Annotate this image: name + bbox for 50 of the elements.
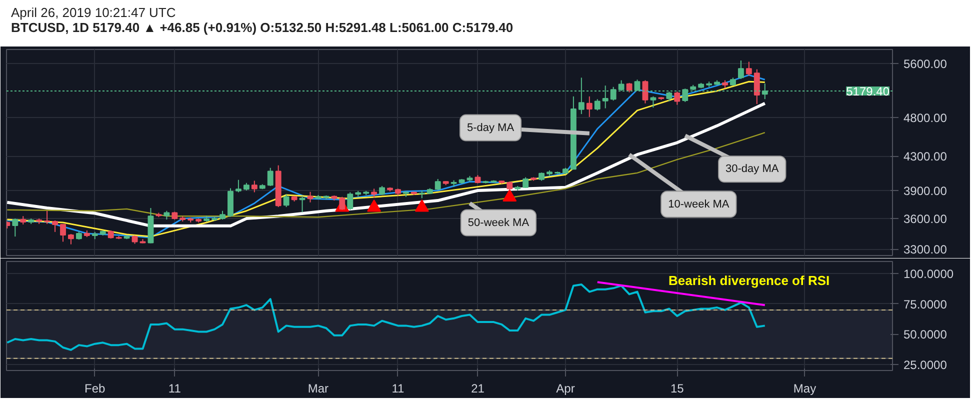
x-tick-label: 11 bbox=[392, 382, 405, 396]
chart-subtitle: BTCUSD, 1D 5179.40 ▲ +46.85 (+0.91%) O:5132.50 H:5291.48 L:5061.00 C:5179.40 bbox=[11, 20, 514, 35]
candlestick bbox=[267, 167, 274, 187]
candlestick bbox=[52, 220, 58, 232]
annotation: 30-day MA bbox=[726, 163, 780, 176]
candlestick bbox=[746, 61, 752, 76]
candlestick bbox=[44, 210, 50, 224]
annotation: 10-week MA bbox=[668, 198, 730, 210]
y-tick-label: 100.0000 bbox=[904, 267, 954, 282]
y-tick-label: 75.0000 bbox=[904, 297, 948, 312]
y-tick-label: 50.0000 bbox=[904, 328, 948, 342]
candlestick bbox=[235, 179, 242, 193]
annotation: 5-day MA bbox=[466, 122, 515, 134]
candlestick bbox=[522, 176, 529, 188]
candlestick bbox=[68, 233, 74, 245]
chart-title: April 26, 2019 10:21:47 UTC bbox=[11, 5, 177, 20]
candlestick bbox=[283, 194, 290, 208]
candlestick bbox=[299, 195, 306, 213]
y-tick-label: 4800.00 bbox=[904, 111, 948, 126]
candlestick bbox=[251, 180, 258, 193]
ref-line-label: 5179.40 bbox=[846, 84, 890, 98]
x-tick-label: 11 bbox=[168, 382, 182, 396]
candlestick bbox=[434, 178, 441, 191]
y-tick-label: 3900.00 bbox=[904, 184, 948, 198]
y-tick-label: 25.0000 bbox=[904, 358, 948, 372]
candlestick bbox=[650, 96, 656, 108]
y-tick-label: 4300.00 bbox=[904, 150, 948, 164]
annotation: 50-week MA bbox=[468, 216, 530, 229]
y-tick-label: 5600.00 bbox=[904, 57, 948, 72]
annotation: Bearish divergence of RSI bbox=[668, 273, 830, 288]
candlestick bbox=[674, 91, 680, 106]
x-tick-label: Mar bbox=[308, 382, 329, 396]
x-tick-label: 15 bbox=[670, 382, 684, 396]
x-tick-label: Apr bbox=[556, 382, 575, 396]
candlestick bbox=[594, 98, 600, 111]
candlestick bbox=[371, 188, 378, 198]
candlestick bbox=[642, 80, 648, 104]
candlestick bbox=[339, 196, 346, 210]
candlestick bbox=[754, 68, 760, 105]
x-tick-label: 21 bbox=[471, 382, 485, 396]
y-tick-label: 3600.00 bbox=[904, 212, 948, 226]
candlestick bbox=[586, 96, 592, 118]
candlestick bbox=[60, 223, 66, 242]
y-tick-label: 3300.00 bbox=[904, 242, 948, 257]
candlestick bbox=[738, 60, 744, 80]
x-tick-label: May bbox=[793, 382, 816, 396]
candlestick bbox=[626, 82, 632, 93]
candlestick bbox=[12, 218, 18, 238]
x-tick-label: Feb bbox=[84, 382, 106, 396]
candlestick bbox=[347, 192, 354, 210]
